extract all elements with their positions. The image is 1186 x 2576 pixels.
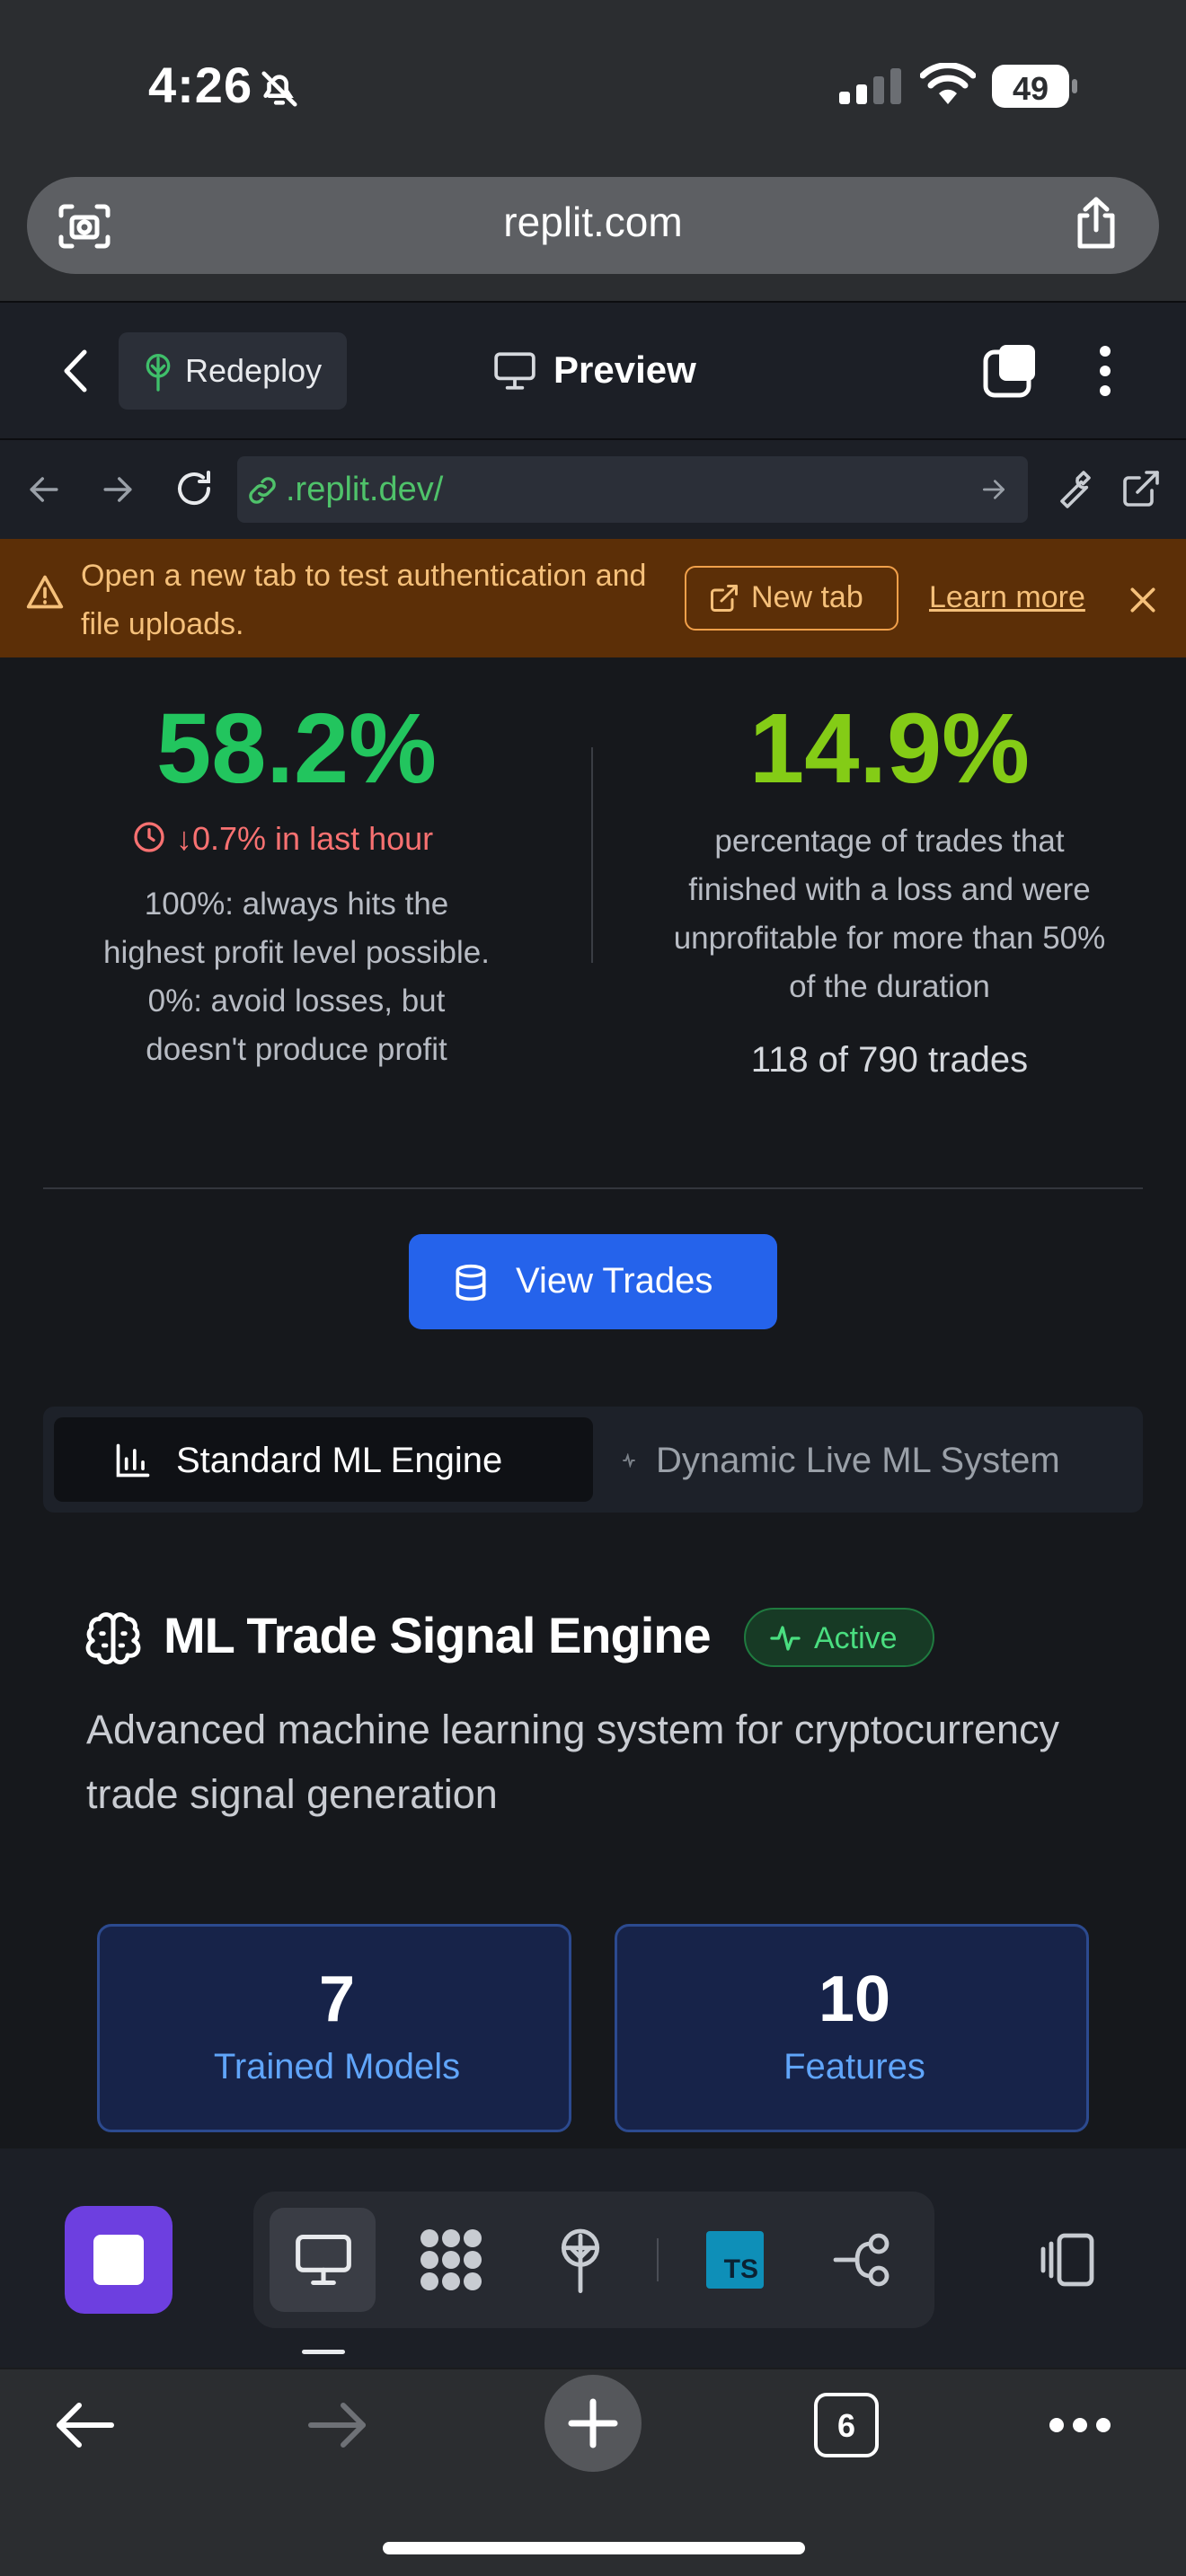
new-tab-label: New tab (751, 580, 863, 614)
tab-standard-ml-engine[interactable] (54, 1417, 593, 1502)
bar-chart-icon (113, 1441, 153, 1480)
battery-level: 49 (1012, 70, 1049, 107)
strength-value: 58.2% (156, 693, 437, 804)
stop-icon (93, 2235, 144, 2285)
trained-models-value: 7 (318, 1963, 356, 2035)
nav-forward-icon[interactable] (99, 472, 137, 507)
webview-url-field[interactable] (237, 456, 1028, 523)
deploy-icon (140, 352, 176, 392)
go-arrow-icon[interactable] (979, 476, 1008, 503)
tab-standard-label: Standard ML Engine (176, 1441, 503, 1480)
grid-dots-icon[interactable] (417, 2226, 485, 2294)
tabs-count: 6 (836, 2407, 856, 2444)
git-branch-icon[interactable] (830, 2228, 895, 2292)
close-icon[interactable] (1125, 582, 1161, 618)
brain-icon (84, 1610, 142, 1667)
deploy-icon[interactable] (552, 2226, 609, 2294)
plus-icon (568, 2398, 618, 2448)
activity-icon (769, 1622, 801, 1654)
strength-description: 100%: always hits the highest profit lev… (103, 887, 490, 1067)
database-icon (451, 1263, 491, 1302)
wifi-icon (920, 63, 976, 106)
more-vertical-icon[interactable] (1096, 345, 1114, 397)
safari-url-bar[interactable] (27, 177, 1159, 274)
typescript-file-icon[interactable]: TS (706, 2231, 764, 2289)
home-indicator (383, 2542, 805, 2554)
learn-more-link[interactable]: Learn more (929, 580, 1085, 614)
warning-triangle-icon (25, 573, 65, 611)
battery-icon (992, 65, 1078, 108)
engine-title: ML Trade Signal Engine (164, 1607, 712, 1663)
failure-rate-count: 118 of 790 trades (750, 1040, 1029, 1080)
new-tab-button[interactable] (685, 566, 898, 631)
new-tab-plus-button[interactable] (544, 2375, 642, 2472)
external-link-icon[interactable] (1120, 467, 1163, 510)
preview-tool-button[interactable] (270, 2208, 376, 2312)
safari-url-text: replit.com (503, 198, 683, 245)
webview-url-text: .replit.dev/ (286, 471, 444, 508)
preview-tab-title[interactable]: Preview (553, 348, 696, 391)
stop-button[interactable] (65, 2206, 173, 2314)
monitor-icon (492, 350, 537, 392)
redeploy-label: Redeploy (185, 352, 323, 389)
device-layout-icon[interactable] (1035, 2229, 1100, 2290)
tabs-overview-button[interactable] (814, 2393, 879, 2457)
view-trades-label: View Trades (516, 1261, 713, 1301)
safari-forward-icon[interactable] (305, 2400, 370, 2450)
wrench-icon[interactable] (1051, 467, 1094, 510)
view-trades-button[interactable] (409, 1234, 777, 1329)
active-status-label: Active (814, 1621, 898, 1655)
section-divider (43, 1187, 1143, 1189)
active-tool-indicator (302, 2350, 345, 2354)
features-value: 10 (818, 1963, 891, 2035)
warning-banner (0, 539, 1186, 657)
nav-back-icon[interactable] (25, 472, 63, 507)
cellular-signal-icon (839, 68, 902, 104)
link-icon (244, 472, 280, 508)
stat-divider (591, 747, 593, 963)
strength-change: ↓0.7% in last hour (176, 820, 434, 857)
share-icon[interactable] (1073, 196, 1120, 251)
status-bar (0, 0, 1186, 171)
clock-icon (131, 819, 167, 855)
engine-description: Advanced machine learning system for cry… (86, 1707, 1059, 1817)
trained-models-label: Trained Models (213, 2047, 461, 2086)
features-card: 10 Features (615, 1924, 1089, 2132)
tab-dynamic-live-ml-system[interactable]: Dynamic Live ML System (656, 1441, 1060, 1480)
more-horizontal-icon[interactable] (1048, 2416, 1112, 2434)
camera-scan-icon[interactable] (58, 203, 111, 250)
reload-icon[interactable] (173, 467, 216, 510)
back-chevron-icon[interactable] (58, 347, 93, 395)
activity-icon (622, 1453, 636, 1468)
status-time: 4:26 (148, 57, 253, 113)
typescript-label: TS (723, 2254, 758, 2284)
safari-back-icon[interactable] (52, 2400, 117, 2450)
warning-banner-text: Open a new tab to test authentication an… (81, 559, 647, 641)
bell-slash-icon (259, 68, 300, 110)
failure-rate-description: percentage of trades that finished with … (673, 824, 1106, 1004)
tab-switcher-icon[interactable] (983, 343, 1039, 399)
features-label: Features (783, 2047, 925, 2086)
failure-rate-value: 14.9% (749, 693, 1030, 804)
toolbar-separator (657, 2238, 659, 2281)
external-link-icon (708, 582, 740, 614)
monitor-icon (293, 2231, 354, 2289)
trained-models-card: 7 Trained Models (97, 1924, 571, 2132)
